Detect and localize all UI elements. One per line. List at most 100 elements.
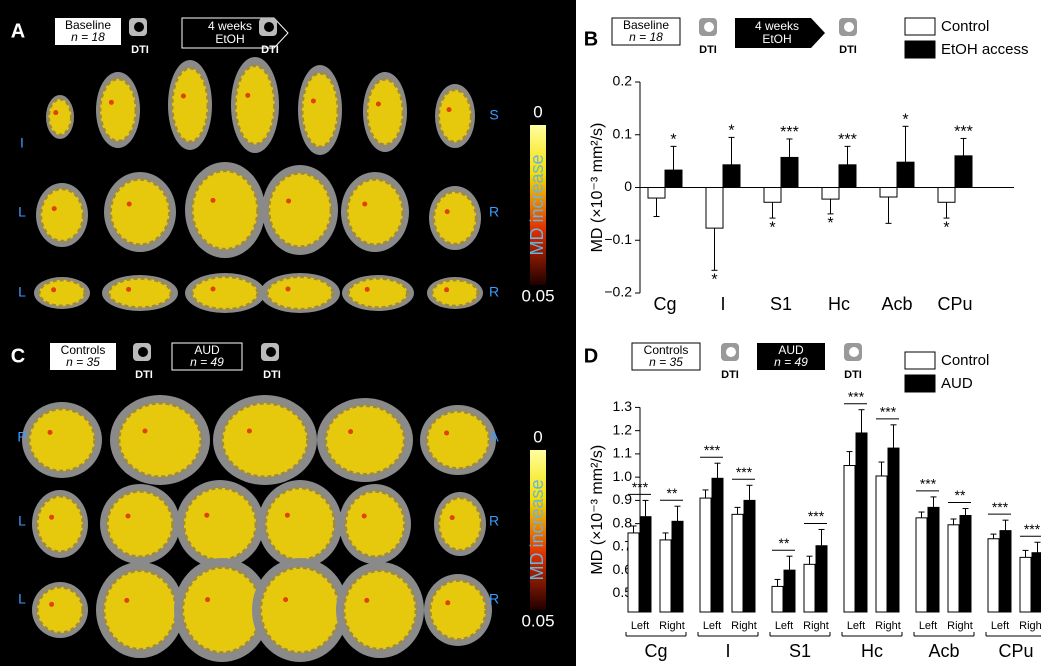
x-tick-label: Left — [919, 620, 937, 632]
significance: ** — [779, 535, 790, 551]
md-overlay — [117, 401, 203, 479]
panel-letter: B — [584, 28, 598, 50]
label: n = 35 — [649, 355, 683, 369]
significance: * — [902, 112, 908, 129]
md-hotspot — [53, 110, 59, 116]
md-hotspot — [449, 515, 455, 521]
significance: * — [711, 272, 717, 289]
md-overlay — [102, 569, 178, 651]
y-tick-label: 1.1 — [613, 445, 633, 461]
panel-letter: A — [11, 20, 25, 42]
orientation-label: I — [20, 135, 24, 151]
md-overlay — [35, 494, 85, 554]
orientation-label: R — [489, 513, 499, 529]
md-hotspot — [245, 92, 251, 98]
md-hotspot — [444, 209, 450, 215]
md-hotspot — [51, 206, 57, 212]
orientation-label: L — [18, 513, 26, 529]
md-overlay — [365, 77, 405, 147]
md-hotspot — [180, 93, 186, 99]
bar — [671, 520, 684, 613]
bar — [803, 563, 816, 613]
y-tick-label: 0.2 — [613, 73, 633, 89]
md-hotspot — [142, 428, 148, 434]
bracket-ends — [913, 632, 975, 636]
label: Baseline — [65, 18, 111, 32]
group-label: Cg — [644, 641, 667, 661]
bracket-ends — [697, 632, 759, 636]
y-tick-label: 1.0 — [613, 468, 633, 484]
md-overlay — [108, 177, 172, 247]
y-tick-label: −0.2 — [604, 284, 632, 300]
x-tick-label: Right — [1019, 620, 1041, 632]
x-tick-label: Right — [947, 620, 973, 632]
x-tick-label: Cg — [653, 294, 676, 314]
md-hotspot — [286, 198, 292, 204]
bar — [627, 532, 640, 613]
legend-swatch — [904, 374, 936, 393]
design-box — [171, 342, 243, 371]
y-tick-label: 0.7 — [613, 538, 633, 554]
significance: * — [769, 219, 775, 236]
md-overlay — [346, 276, 410, 310]
label: DTI — [721, 369, 739, 381]
md-hotspot — [49, 514, 55, 520]
design-box — [611, 17, 681, 46]
arrow-box — [181, 17, 289, 49]
md-overlay — [428, 578, 488, 642]
significance: * — [728, 123, 734, 140]
md-hotspot — [285, 286, 291, 292]
legend-swatch — [904, 351, 936, 370]
x-tick-label: Left — [775, 620, 793, 632]
bar — [855, 432, 868, 613]
bracket-ends — [841, 632, 903, 636]
group-label: CPu — [998, 641, 1033, 661]
md-hotspot — [362, 201, 368, 207]
significance: * — [670, 132, 676, 149]
legend-label: EtOH access — [941, 41, 1029, 58]
orientation-label: L — [18, 204, 26, 220]
colorbar-title: MD increase — [527, 154, 547, 255]
significance: *** — [704, 442, 721, 458]
md-hotspot — [204, 512, 210, 518]
bar — [999, 530, 1012, 613]
colorbar-title: MD increase — [527, 479, 547, 580]
x-tick-label: Right — [803, 620, 829, 632]
x-tick-label: Right — [875, 620, 901, 632]
colorbar-label: 0 — [533, 102, 542, 121]
y-tick-label: −0.1 — [604, 231, 632, 247]
md-hotspot — [445, 600, 451, 606]
md-overlay — [35, 585, 85, 635]
orientation-label: R — [489, 204, 499, 220]
bar — [731, 513, 744, 613]
bracket-ends — [985, 632, 987, 636]
orientation-label: A — [489, 429, 499, 445]
colorbar-label: 0.05 — [521, 286, 554, 305]
colorbar-label: 0 — [533, 427, 542, 446]
md-overlay — [264, 486, 336, 562]
md-overlay — [437, 496, 483, 552]
md-hotspot — [375, 101, 381, 107]
md-hotspot — [364, 597, 370, 603]
md-hotspot — [47, 429, 53, 435]
bar — [896, 161, 915, 188]
md-hotspot — [444, 430, 450, 436]
design-box — [50, 343, 116, 370]
md-hotspot — [51, 287, 57, 293]
orientation-label: R — [489, 284, 499, 300]
y-tick-label: 0.5 — [613, 584, 633, 600]
legend-label: Control — [941, 352, 989, 369]
label: EtOH — [215, 32, 244, 46]
panel-letter: D — [584, 345, 598, 367]
bar — [947, 524, 960, 613]
label: DTI — [699, 44, 717, 56]
md-hotspot — [283, 597, 289, 603]
md-overlay — [105, 489, 175, 559]
bar — [954, 155, 973, 189]
bar — [1031, 552, 1041, 613]
bar — [887, 447, 900, 613]
group-label: S1 — [789, 641, 811, 661]
legend-label: Control — [941, 18, 989, 35]
scanner-bore — [266, 347, 276, 357]
